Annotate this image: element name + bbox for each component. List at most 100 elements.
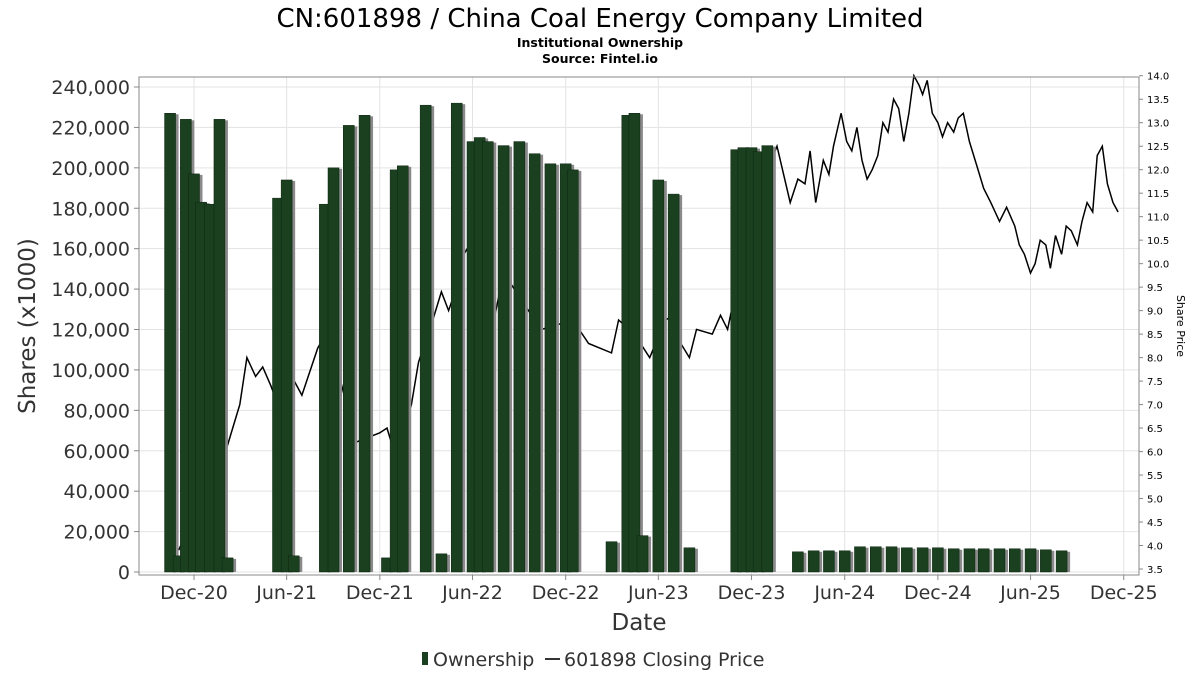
y2-tick-label: 10.5 <box>1147 236 1169 247</box>
x-tick-label: Jun-25 <box>999 582 1061 604</box>
ownership-bar <box>870 546 882 573</box>
y-tick-label: 40,000 <box>64 481 130 503</box>
y2-tick-label: 11.0 <box>1147 213 1169 224</box>
y2-tick-label: 4.5 <box>1147 518 1163 529</box>
y2-tick-label: 9.0 <box>1147 307 1163 318</box>
ownership-bar <box>885 546 898 573</box>
ownership-bar <box>605 541 618 573</box>
y-axis-ticks: 0 20,000 40,000 60,000 80,000 100,000 120,000 1… <box>51 77 139 584</box>
ownership-bar <box>280 179 293 573</box>
ownership-bar <box>497 145 510 573</box>
ownership-bar <box>947 548 960 573</box>
ownership-bar <box>932 547 944 573</box>
y-tick-label: 160,000 <box>51 239 130 261</box>
ownership-bar <box>901 547 913 573</box>
x-axis-ticks: Dec-20 Jun-21 Dec-21 Jun-22 Dec-22 Jun-23 Dec-… <box>160 575 1158 604</box>
ownership-bar <box>667 193 680 573</box>
ownership-bar <box>343 125 355 573</box>
y-tick-label: 60,000 <box>64 441 130 463</box>
y-tick-label: 80,000 <box>64 400 130 422</box>
ownership-bar <box>513 141 526 573</box>
legend-price-label: 601898 Closing Price <box>564 649 764 671</box>
ownership-bar <box>792 551 804 573</box>
ownership-bar <box>164 113 176 573</box>
x-tick-label: Dec-24 <box>904 582 972 604</box>
y-tick-label: 240,000 <box>51 77 130 99</box>
ownership-bar <box>1055 550 1068 573</box>
ownership-bar <box>221 557 234 573</box>
ownership-bar <box>419 104 432 573</box>
chart-source: Source: Fintel.io <box>542 51 658 66</box>
ownership-bar <box>652 179 665 573</box>
ownership-bar <box>567 169 579 573</box>
y2-tick-label: 11.5 <box>1147 189 1169 200</box>
ownership-bar <box>977 548 990 573</box>
ownership-bar <box>358 115 371 573</box>
legend-ownership-swatch <box>422 652 428 665</box>
ownership-bar <box>854 546 866 573</box>
y2-axis-label: Share Price <box>1174 295 1187 357</box>
ownership-bar <box>213 119 226 573</box>
x-tick-label: Jun-21 <box>255 582 317 604</box>
y-tick-label: 120,000 <box>51 320 130 342</box>
ownership-bar <box>1040 549 1052 573</box>
ownership-bar <box>544 163 557 573</box>
y2-tick-label: 12.0 <box>1147 166 1169 177</box>
ownership-bar <box>636 535 649 573</box>
y2-tick-label: 8.0 <box>1147 354 1163 365</box>
legend-ownership-label: Ownership <box>433 649 534 671</box>
y2-tick-label: 14.0 <box>1147 72 1169 83</box>
ownership-bar <box>993 548 1006 573</box>
ownership-bar <box>1024 548 1037 573</box>
x-tick-label: Dec-23 <box>718 582 786 604</box>
ownership-bar <box>327 167 340 573</box>
y2-tick-label: 7.5 <box>1147 377 1163 388</box>
x-tick-label: Dec-22 <box>532 582 600 604</box>
ownership-bar <box>916 547 929 573</box>
y2-tick-label: 7.0 <box>1147 401 1163 412</box>
x-tick-label: Dec-21 <box>346 582 414 604</box>
y-tick-label: 140,000 <box>51 279 130 301</box>
ownership-bar <box>628 113 641 573</box>
y2-axis-ticks: 3.5 4.0 4.5 5.0 5.5 6.0 6.5 7.0 7.5 8.0 8.5 9.0 9.5 1… <box>1139 72 1169 576</box>
y2-tick-label: 12.5 <box>1147 142 1169 153</box>
plot-frame <box>138 76 1140 576</box>
y2-tick-label: 10.0 <box>1147 260 1169 271</box>
y2-tick-label: 13.0 <box>1147 119 1169 130</box>
y-axis-label: Shares (x1000) <box>15 238 41 414</box>
ownership-bar <box>528 153 541 573</box>
x-tick-label: Jun-23 <box>627 582 689 604</box>
ownership-bar <box>204 203 216 573</box>
x-tick-label: Dec-25 <box>1090 582 1158 604</box>
x-tick-label: Jun-22 <box>441 582 503 604</box>
y-tick-label: 180,000 <box>51 198 130 220</box>
x-tick-label: Dec-20 <box>160 582 228 604</box>
y2-tick-label: 5.5 <box>1147 471 1163 482</box>
ownership-bar <box>396 165 409 573</box>
ownership-bar <box>838 550 851 573</box>
y-tick-label: 20,000 <box>64 522 130 544</box>
y-tick-label: 100,000 <box>51 360 130 382</box>
ownership-bar <box>288 555 300 573</box>
y2-tick-label: 6.0 <box>1147 448 1163 459</box>
chart-subtitle: Institutional Ownership <box>517 35 683 50</box>
ownership-bar <box>963 548 976 573</box>
ownership-bar <box>435 553 448 573</box>
legend: Ownership 601898 Closing Price <box>422 649 764 671</box>
y2-tick-label: 4.0 <box>1147 542 1163 553</box>
y2-tick-label: 6.5 <box>1147 424 1163 435</box>
y-tick-label: 0 <box>118 562 130 584</box>
y2-tick-label: 5.0 <box>1147 495 1163 506</box>
y2-tick-label: 9.5 <box>1147 283 1163 294</box>
ownership-bar <box>683 547 696 573</box>
chart-title: CN:601898 / China Coal Energy Company Li… <box>276 4 923 34</box>
ownership-bar <box>450 102 463 573</box>
price-line-layer <box>178 73 1119 551</box>
y2-tick-label: 3.5 <box>1147 565 1163 576</box>
ownership-bar <box>761 145 774 573</box>
price-line <box>178 73 1119 551</box>
y2-tick-label: 8.5 <box>1147 330 1163 341</box>
y-tick-label: 220,000 <box>51 117 130 139</box>
ownership-bars <box>164 102 1071 573</box>
